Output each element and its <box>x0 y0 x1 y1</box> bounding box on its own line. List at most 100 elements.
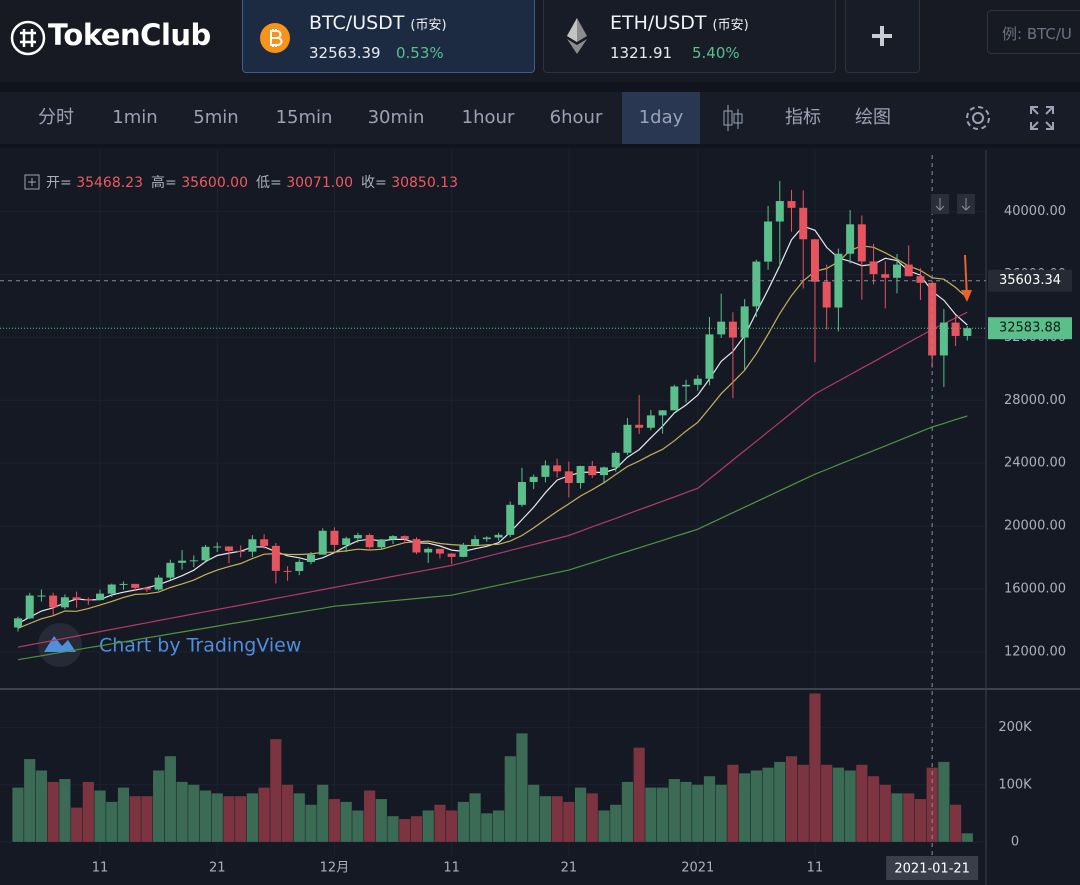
candle-body <box>893 264 901 278</box>
scale-icon <box>935 198 945 211</box>
candle-body <box>25 595 34 619</box>
candle-body <box>529 476 538 483</box>
candle-body <box>236 550 245 552</box>
moving-average-line <box>17 311 968 648</box>
legend-name: 高= <box>151 175 177 191</box>
search-box[interactable]: 例: BTC/U <box>987 10 1080 54</box>
interval-button[interactable]: 1day <box>622 92 700 144</box>
volume-bar <box>856 764 868 842</box>
volume-bar <box>645 787 657 842</box>
candle-body <box>260 539 269 546</box>
pair-change: 5.40% <box>692 44 740 62</box>
candle-body <box>389 536 398 540</box>
interval-button[interactable]: 分时 <box>38 107 74 128</box>
pair-price: 1321.91 <box>610 44 673 62</box>
interval-button[interactable]: 30min <box>367 107 425 128</box>
settings-button[interactable] <box>963 92 993 144</box>
pair-tab[interactable]: ETH/USDT (币安) 1321.91 5.40% <box>543 0 836 73</box>
volume-bar <box>563 801 575 842</box>
candle-body <box>471 539 480 545</box>
search-placeholder: 例: BTC/U <box>1002 25 1072 43</box>
toolbar: 分时 1min 5min 15min 30min 1hour 6hour 1day 指标 绘图 <box>0 92 1080 144</box>
volume-bar <box>551 796 563 842</box>
candle-body <box>178 560 187 563</box>
candle-body <box>939 322 948 356</box>
candle-body <box>728 321 737 338</box>
candle-body <box>810 239 819 282</box>
volume-bar <box>24 759 36 842</box>
pair-symbol: ETH/USDT <box>610 12 707 34</box>
legend-value: 35600.00 <box>181 175 248 191</box>
volume-tick-label: 200K <box>998 720 1032 735</box>
volume-bar <box>867 776 880 842</box>
volume-bar <box>528 784 540 842</box>
volume-bar <box>328 799 341 842</box>
volume-bar <box>446 810 458 842</box>
candle-body <box>318 530 327 555</box>
tool-button[interactable]: 绘图 <box>855 107 891 128</box>
interval-button[interactable]: 1hour <box>461 107 515 128</box>
candle-body <box>588 465 597 476</box>
candle-body <box>482 537 491 540</box>
candle-body <box>400 536 409 540</box>
eth-icon <box>567 18 587 54</box>
y-tick-label: 24000.00 <box>1004 456 1066 471</box>
volume-bar <box>844 770 856 842</box>
pair-price: 32563.39 <box>309 44 381 62</box>
interval-button[interactable]: 6hour <box>549 107 603 128</box>
candle-body <box>576 465 585 483</box>
candle-body <box>424 548 433 553</box>
volume-bar <box>739 773 751 842</box>
annotation-arrowhead <box>961 290 972 302</box>
volume-bar <box>950 804 962 842</box>
chart: 11 21 12月 11 21 2021 11 12000.00 16000.00 20000.0… <box>0 148 1080 885</box>
candle-body <box>107 584 116 594</box>
volume-bar <box>281 784 294 842</box>
volume-bar <box>469 793 481 842</box>
candle-body <box>119 583 128 585</box>
interval-button[interactable]: 5min <box>193 107 239 128</box>
interval-button[interactable]: 1min <box>112 107 158 128</box>
y-tick-label: 12000.00 <box>1004 644 1066 659</box>
volume-bar <box>961 833 973 842</box>
volume-bar <box>246 793 258 842</box>
interval-button[interactable]: 15min <box>275 107 333 128</box>
candle-body <box>717 321 726 335</box>
fullscreen-icon <box>1030 106 1054 130</box>
volume-bar <box>879 784 891 842</box>
scale-icon <box>961 198 971 211</box>
volume-bar <box>340 801 352 842</box>
candle-body <box>693 378 702 385</box>
legend-name: 开= <box>46 175 72 191</box>
candle-body <box>271 545 280 571</box>
candle-body <box>201 546 210 561</box>
candle-body <box>682 384 691 387</box>
legend-icon <box>24 174 40 190</box>
volume-bar <box>188 784 200 842</box>
volume-bar <box>71 807 83 842</box>
candle-body <box>541 465 550 477</box>
tool-button[interactable]: 指标 <box>785 107 821 128</box>
volume-bar <box>481 813 493 842</box>
volume-bar <box>35 770 48 842</box>
candle-body <box>213 546 222 548</box>
moving-average-line <box>17 245 968 629</box>
candle-body <box>49 595 58 608</box>
candle-body <box>447 553 456 557</box>
volume-bar <box>141 796 153 842</box>
pair-tab[interactable]: BTC/USDT (币安) 32563.39 0.53% <box>242 0 535 73</box>
pair-symbol: BTC/USDT <box>309 12 405 34</box>
candle-body <box>857 224 866 262</box>
candle-body <box>564 471 573 483</box>
volume-bar <box>703 776 716 842</box>
candle-body <box>916 276 925 283</box>
add-tab-button[interactable] <box>845 0 920 73</box>
candle-body <box>435 548 444 554</box>
candle-body <box>928 282 937 356</box>
candle-body <box>14 618 22 628</box>
candle-body <box>377 539 386 548</box>
chart-type-button[interactable] <box>722 92 744 144</box>
fullscreen-button[interactable] <box>1029 92 1055 144</box>
volume-bar <box>59 779 71 842</box>
